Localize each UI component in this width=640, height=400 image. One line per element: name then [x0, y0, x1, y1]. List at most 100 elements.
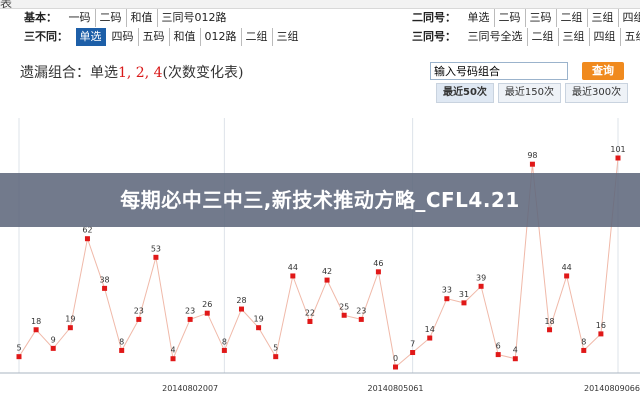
data-label: 101 — [610, 145, 625, 154]
data-label: 19 — [65, 315, 75, 324]
filter-three-same-option[interactable]: 二组 — [528, 28, 559, 46]
top-bar-text: 表 — [0, 0, 13, 10]
filter-two-same-option[interactable]: 单选 — [464, 9, 495, 27]
data-point — [153, 254, 159, 260]
data-point — [16, 354, 22, 360]
data-point — [136, 316, 142, 322]
filter-three-diff-option[interactable]: 二组 — [242, 28, 273, 46]
data-label: 14 — [425, 325, 435, 334]
filter-basic-option[interactable]: 二码 — [96, 9, 127, 27]
data-point — [119, 347, 125, 353]
x-tick-label: 20140805061 — [368, 384, 424, 393]
data-point — [50, 345, 56, 351]
data-label: 33 — [442, 286, 452, 295]
range-tabs: 最近50次 最近150次 最近300次 — [436, 83, 632, 103]
filter-three-same-option[interactable]: 三同号全选 — [464, 28, 528, 46]
query-button[interactable]: 查询 — [582, 62, 624, 80]
chart-title-highlight: 1, 2, 4 — [118, 65, 163, 81]
data-label: 16 — [596, 321, 606, 330]
data-point — [427, 335, 433, 341]
filter-three-diff-selected[interactable]: 单选 — [75, 28, 106, 46]
data-point — [33, 327, 39, 333]
data-label: 23 — [185, 306, 195, 315]
data-point — [547, 327, 553, 333]
data-label: 0 — [393, 354, 398, 363]
filter-row-three-diff: 三不同： 单选 四码 五码 和值 012路 二组 三组 — [24, 28, 303, 46]
data-point — [358, 316, 364, 322]
data-point — [307, 318, 313, 324]
filter-basic-option[interactable]: 一码 — [65, 9, 96, 27]
filter-label-basic: 基本： — [24, 11, 57, 24]
data-point — [393, 364, 399, 370]
data-point — [102, 285, 108, 291]
filter-three-diff-option[interactable]: 五码 — [139, 28, 170, 46]
filter-three-same-option[interactable]: 三组 — [559, 28, 590, 46]
filter-two-same-option[interactable]: 四组 — [622, 11, 640, 24]
data-label: 62 — [82, 226, 92, 235]
data-label: 26 — [202, 300, 212, 309]
data-point — [581, 347, 587, 353]
data-label: 8 — [581, 337, 586, 346]
series-line — [18, 157, 619, 368]
tab-recent-50[interactable]: 最近50次 — [436, 83, 494, 103]
filter-three-diff-option[interactable]: 012路 — [201, 28, 242, 46]
data-label: 4 — [170, 346, 175, 355]
data-label: 98 — [527, 151, 537, 160]
data-label: 38 — [99, 275, 109, 284]
data-label: 23 — [134, 306, 144, 315]
tab-recent-300[interactable]: 最近300次 — [565, 83, 629, 103]
filter-two-same-option[interactable]: 二组 — [557, 9, 588, 27]
chart-title: 遗漏组合：单选1, 2, 4(次数变化表) — [20, 62, 243, 82]
data-label: 6 — [496, 342, 501, 351]
filter-three-diff-option[interactable]: 三组 — [276, 30, 299, 43]
data-point — [256, 325, 262, 331]
data-label: 42 — [322, 267, 332, 276]
filter-two-same-option[interactable]: 三码 — [526, 9, 557, 27]
data-label: 8 — [222, 337, 227, 346]
promo-banner: 每期必中三中三,新技术推动方略_CFL4.21 — [0, 173, 640, 227]
data-label: 5 — [16, 344, 21, 353]
tab-recent-150[interactable]: 最近150次 — [497, 83, 562, 103]
data-label: 18 — [544, 317, 554, 326]
chart-title-prefix: 遗漏组合：单选 — [20, 65, 118, 81]
filter-row-three-same: 三同号： 三同号全选二组三组四组五组 — [412, 28, 640, 46]
data-point — [495, 352, 501, 358]
filter-three-same-option[interactable]: 四组 — [590, 28, 621, 46]
data-label: 44 — [288, 263, 298, 272]
data-label: 44 — [562, 263, 572, 272]
data-point — [324, 277, 330, 283]
filter-row-two-same: 二同号： 单选 二码 三码 二组 三组 四组 — [412, 9, 640, 27]
data-label: 22 — [305, 308, 315, 317]
filter-label-two-same: 二同号： — [412, 11, 456, 24]
data-point — [204, 310, 210, 316]
x-tick-label: 20140802007 — [162, 384, 218, 393]
data-label: 39 — [476, 273, 486, 282]
chart-title-suffix: (次数变化表) — [162, 65, 244, 81]
data-point — [84, 236, 90, 242]
data-label: 9 — [51, 335, 56, 344]
data-label: 4 — [513, 346, 518, 355]
data-label: 46 — [373, 259, 383, 268]
filter-three-diff-option[interactable]: 四码 — [108, 28, 139, 46]
data-point — [238, 306, 244, 312]
combination-search-input[interactable] — [430, 62, 568, 80]
data-label: 31 — [459, 290, 469, 299]
filter-row-basic: 基本： 一码 二码 和值 三同号012路 — [24, 9, 231, 27]
data-label: 8 — [119, 337, 124, 346]
data-point — [375, 269, 381, 275]
data-label: 28 — [236, 296, 246, 305]
filter-label-three-diff: 三不同： — [24, 30, 68, 43]
data-point — [273, 354, 279, 360]
filter-three-same-option[interactable]: 五组 — [624, 30, 640, 43]
filter-basic-option[interactable]: 三同号012路 — [161, 11, 227, 24]
data-point — [564, 273, 570, 279]
data-point — [170, 356, 176, 362]
filter-basic-option[interactable]: 和值 — [127, 9, 158, 27]
filter-two-same-option[interactable]: 三组 — [588, 9, 619, 27]
filter-two-same-option[interactable]: 二码 — [495, 9, 526, 27]
data-point — [67, 325, 73, 331]
data-point — [598, 331, 604, 337]
filter-three-diff-option[interactable]: 和值 — [170, 28, 201, 46]
data-label: 19 — [254, 315, 264, 324]
